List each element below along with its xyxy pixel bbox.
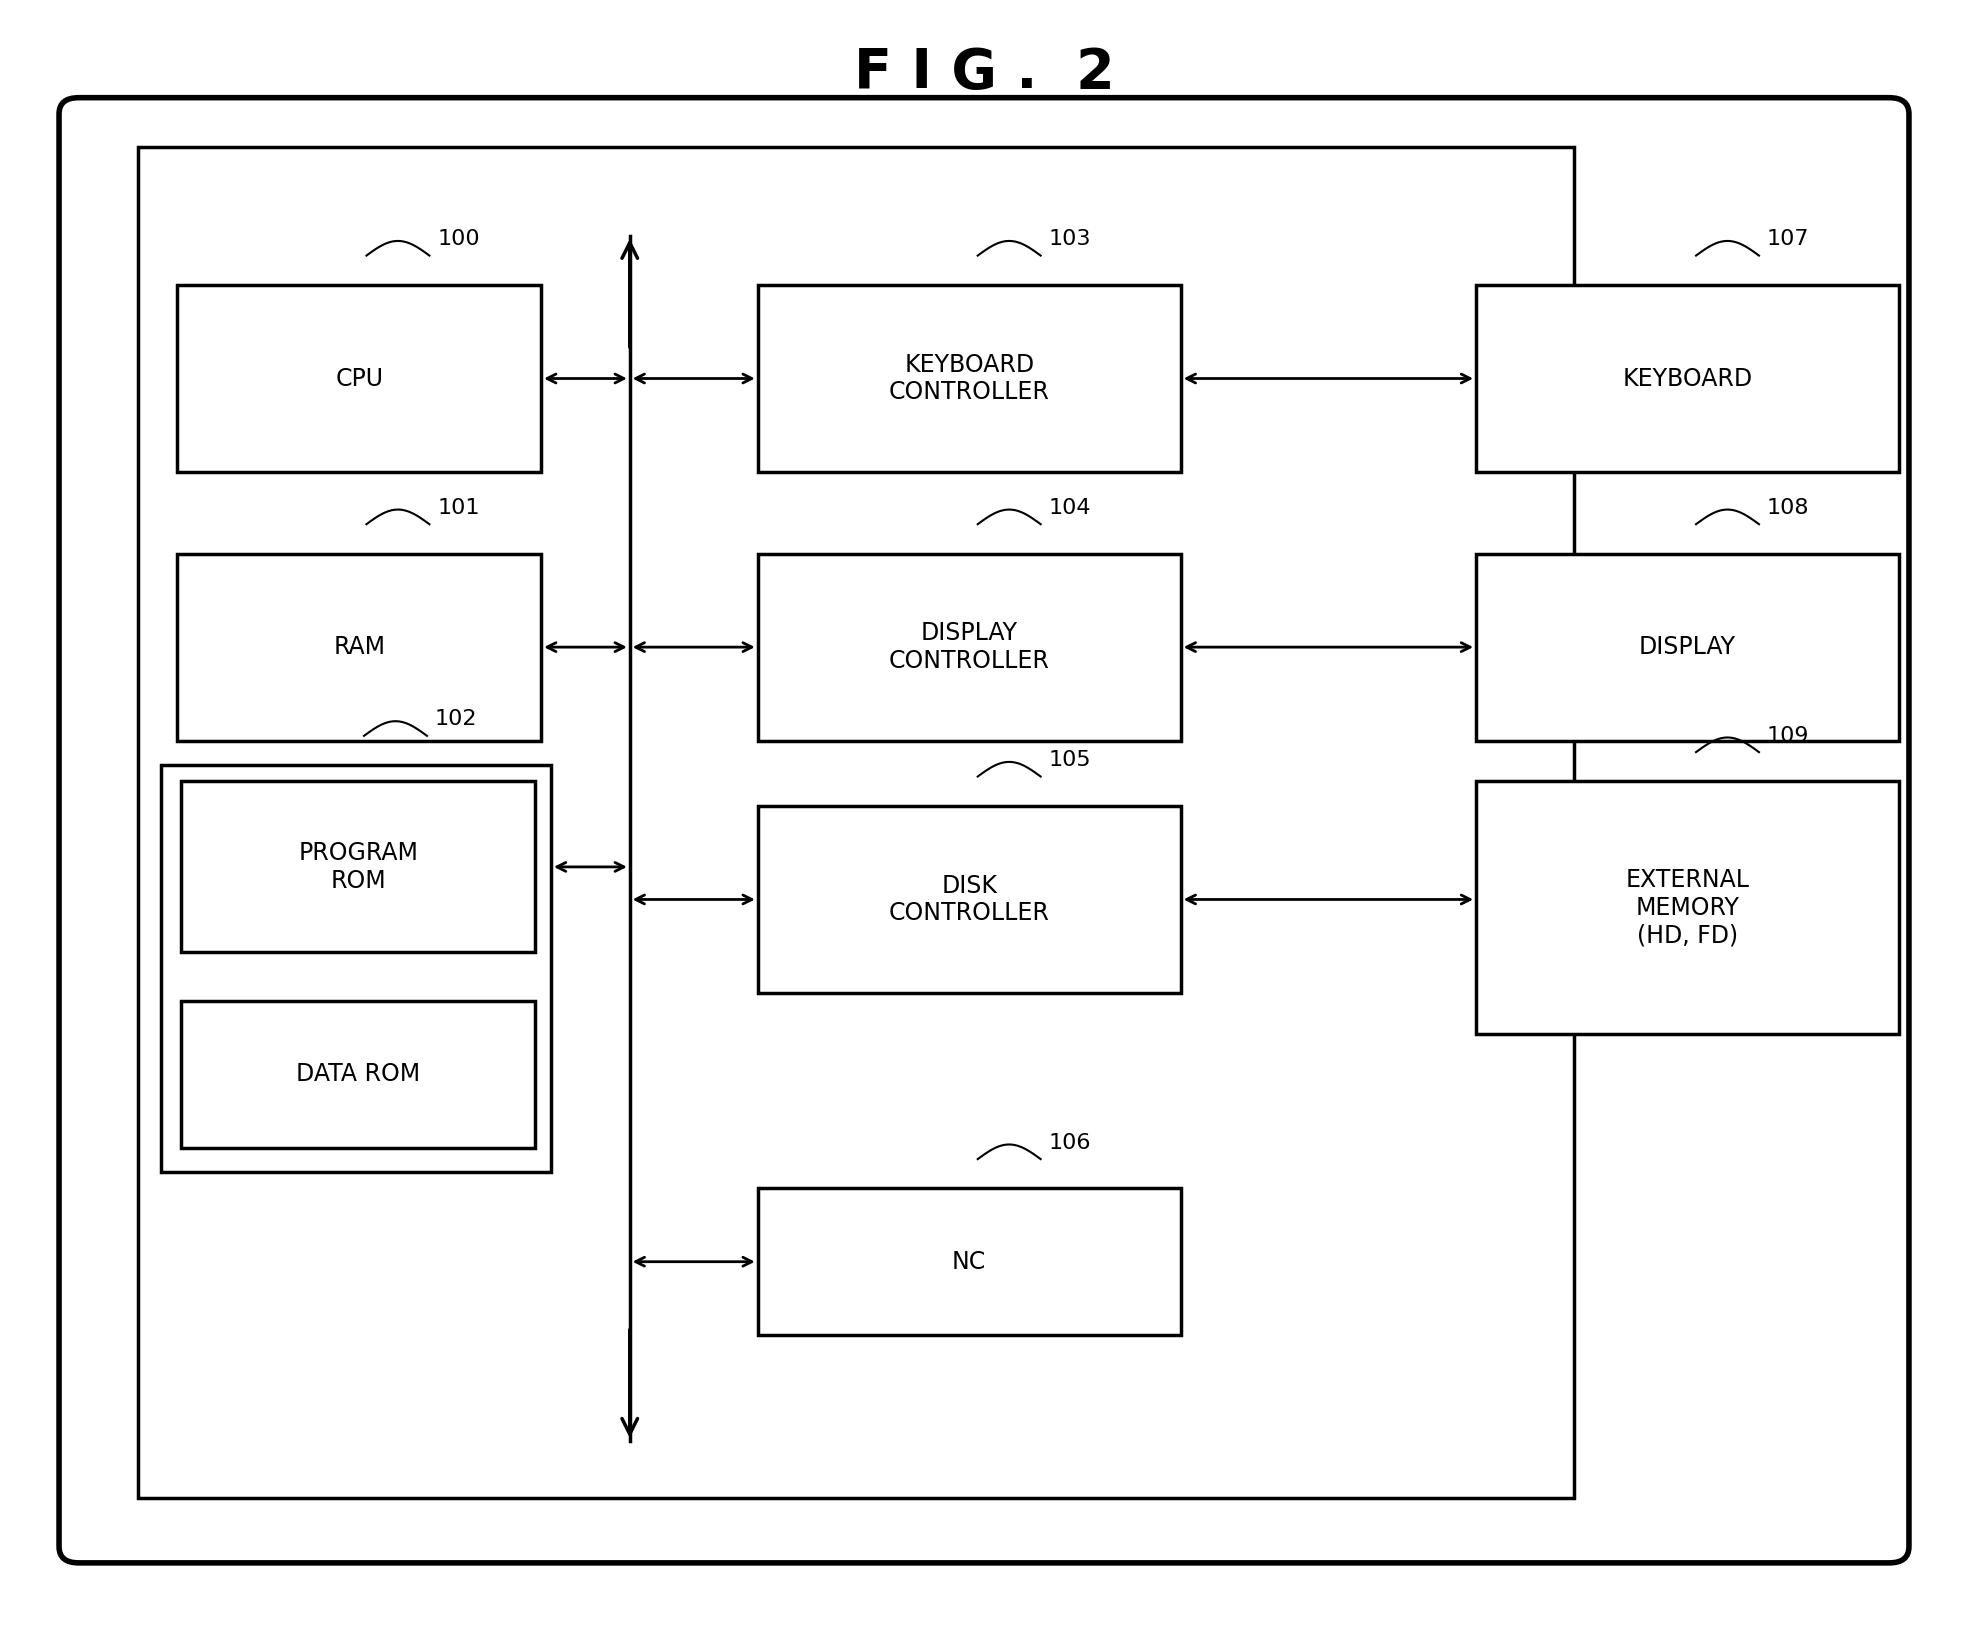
Text: NC: NC (953, 1250, 986, 1273)
Text: DISK
CONTROLLER: DISK CONTROLLER (890, 874, 1049, 925)
FancyBboxPatch shape (161, 765, 551, 1172)
FancyBboxPatch shape (1476, 781, 1899, 1034)
Text: DATA ROM: DATA ROM (295, 1063, 421, 1086)
FancyBboxPatch shape (758, 285, 1181, 472)
Text: 104: 104 (1049, 498, 1090, 518)
Text: 107: 107 (1767, 230, 1809, 249)
Text: DISPLAY: DISPLAY (1639, 635, 1736, 659)
Text: F I G .  2: F I G . 2 (854, 46, 1114, 101)
FancyBboxPatch shape (181, 1001, 535, 1148)
Text: DISPLAY
CONTROLLER: DISPLAY CONTROLLER (890, 622, 1049, 672)
Text: KEYBOARD
CONTROLLER: KEYBOARD CONTROLLER (890, 353, 1049, 404)
FancyBboxPatch shape (138, 147, 1574, 1498)
FancyBboxPatch shape (177, 554, 541, 741)
FancyBboxPatch shape (1476, 285, 1899, 472)
FancyBboxPatch shape (177, 285, 541, 472)
Text: 102: 102 (435, 710, 478, 729)
Text: 103: 103 (1049, 230, 1090, 249)
Text: RAM: RAM (333, 635, 386, 659)
Text: 105: 105 (1049, 751, 1090, 770)
Text: 100: 100 (437, 230, 480, 249)
FancyBboxPatch shape (758, 806, 1181, 993)
Text: CPU: CPU (335, 366, 384, 391)
Text: PROGRAM
ROM: PROGRAM ROM (299, 842, 417, 892)
FancyBboxPatch shape (1476, 554, 1899, 741)
Text: 109: 109 (1767, 726, 1809, 746)
FancyBboxPatch shape (758, 554, 1181, 741)
FancyBboxPatch shape (181, 781, 535, 952)
Text: 108: 108 (1767, 498, 1809, 518)
FancyBboxPatch shape (59, 98, 1909, 1563)
Text: 101: 101 (437, 498, 480, 518)
Text: 106: 106 (1049, 1133, 1090, 1153)
FancyBboxPatch shape (758, 1188, 1181, 1335)
Text: EXTERNAL
MEMORY
(HD, FD): EXTERNAL MEMORY (HD, FD) (1626, 868, 1750, 947)
Text: KEYBOARD: KEYBOARD (1622, 366, 1753, 391)
